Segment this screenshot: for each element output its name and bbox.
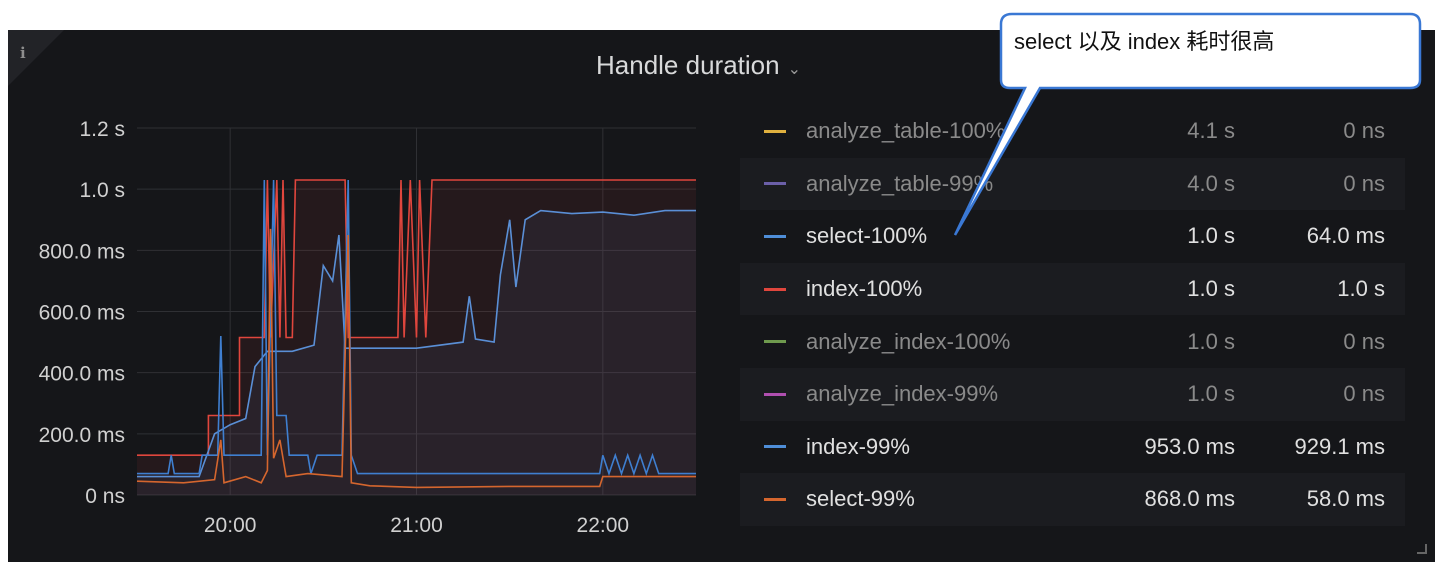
y-tick-label: 0 ns [85,485,125,508]
x-tick-label: 21:00 [390,514,443,537]
series-line-index-99pct [137,209,696,478]
series-color-swatch [764,129,786,133]
x-tick-label: 22:00 [577,514,630,537]
series-current: 1.0 s [1337,276,1385,302]
legend-row[interactable]: index-100% 1.0 s 1.0 s [740,262,1405,316]
series-color-swatch [764,340,786,344]
info-icon[interactable]: i [20,44,26,62]
resize-handle[interactable] [1417,544,1427,554]
series-name[interactable]: analyze_table-100% [806,118,1006,144]
series-name[interactable]: select-100% [806,223,928,249]
y-tick-label: 400.0 ms [39,363,125,386]
y-tick-label: 1.2 s [79,118,125,141]
series-line-select-99pct [136,228,696,489]
series-max: 4.1 s [1187,118,1235,144]
x-tick-label: 20:00 [204,514,257,537]
series-max: 1.0 s [1187,276,1235,302]
series-name[interactable]: select-99% [806,486,915,512]
legend-row[interactable]: analyze_table-100% 4.1 s 0 ns [740,105,1405,158]
series-name[interactable]: analyze_index-99% [806,381,999,407]
series-current: 64.0 ms [1306,223,1385,249]
panel-title[interactable]: Handle duration ⌄ [596,50,801,81]
legend-row[interactable]: analyze_index-99% 1.0 s 0 ns [740,367,1405,421]
series-line-index-100pct [137,179,696,457]
y-tick-label: 800.0 ms [39,240,125,263]
series-max: 1.0 s [1187,328,1235,354]
series-color-swatch [764,234,786,238]
series-max: 868.0 ms [1144,486,1236,512]
legend-row[interactable]: index-99% 953.0 ms 929.1 ms [740,421,1405,474]
series-color-swatch [764,287,786,291]
legend-row[interactable]: analyze_table-99% 4.0 s 0 ns [740,157,1405,211]
series-current: 0 ns [1343,381,1385,407]
series-area-index-99pct [137,210,696,495]
series-max: 4.0 s [1187,170,1235,196]
series-current: 0 ns [1343,328,1385,354]
series-color-swatch [764,392,786,396]
series-name[interactable]: analyze_table-99% [806,170,994,196]
series-current: 58.0 ms [1306,486,1385,512]
series-name[interactable]: index-100% [806,276,923,302]
series-color-swatch [764,182,786,186]
series-name[interactable]: index-99% [806,433,910,459]
panel-title-text: Handle duration [596,50,780,80]
panel-corner [8,30,64,86]
series-current: 0 ns [1343,170,1385,196]
legend-row[interactable]: select-99% 868.0 ms 58.0 ms [740,473,1405,526]
graph-panel: i Handle duration ⌄ analyze_table-100% 4.1… [8,30,1435,562]
series-color-swatch [764,445,786,449]
series-current: 0 ns [1343,118,1385,144]
legend-row[interactable]: analyze_index-100% 1.0 s 0 ns [740,315,1405,368]
y-tick-label: 600.0 ms [39,302,125,325]
series-max: 953.0 ms [1144,433,1236,459]
series-max: 1.0 s [1187,381,1235,407]
series-current: 929.1 ms [1294,433,1386,459]
series-line-select-100pct [137,179,696,477]
chevron-down-icon[interactable]: ⌄ [787,61,801,78]
series-max: 1.0 s [1187,223,1235,249]
annotation-text: select 以及 index 耗时很高 [1014,29,1275,54]
legend-row[interactable]: select-100% 1.0 s 64.0 ms [740,210,1405,263]
series-color-swatch [764,497,786,501]
y-tick-label: 1.0 s [79,179,125,202]
y-tick-label: 200.0 ms [39,424,125,447]
series-name[interactable]: analyze_index-100% [806,328,1011,354]
